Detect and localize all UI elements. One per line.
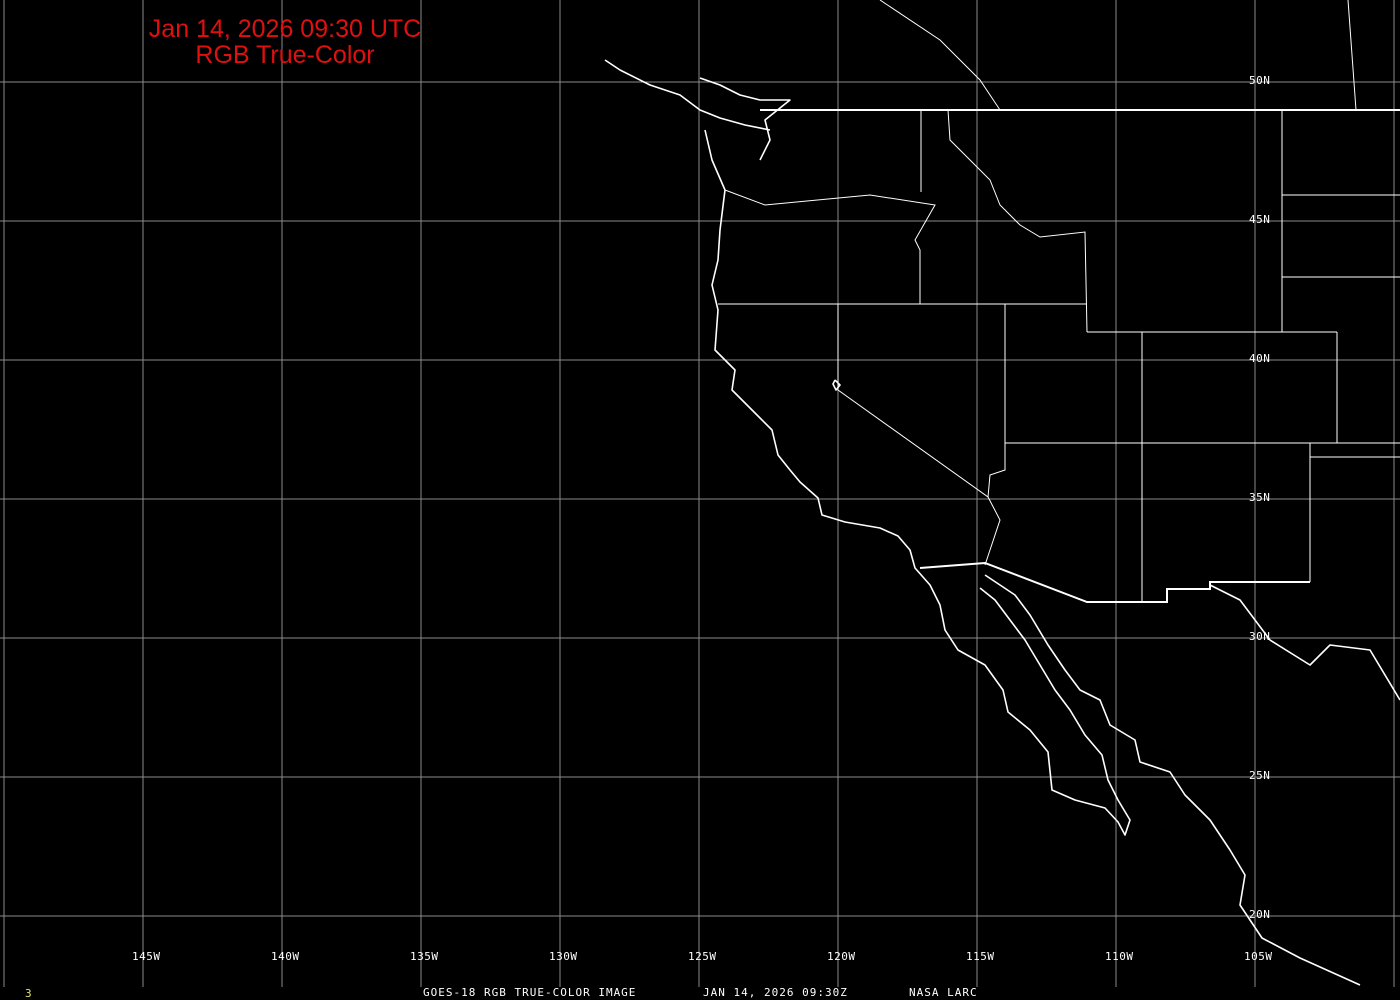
nevada-utah-border	[987, 304, 1006, 498]
california-nevada-border	[837, 304, 1001, 566]
latitude-label: 25N	[1249, 769, 1271, 782]
longitude-label: 140W	[271, 950, 300, 963]
lake-tahoe	[832, 379, 841, 391]
longitude-label: 120W	[827, 950, 856, 963]
map-title-datetime: Jan 14, 2026 09:30 UTC	[148, 15, 422, 43]
caption-datetime: JAN 14, 2026 09:30Z	[703, 986, 848, 999]
caption-source: NASA LARC	[909, 986, 978, 999]
latitude-label: 30N	[1249, 630, 1271, 643]
latitude-label: 35N	[1249, 491, 1271, 504]
longitude-label: 115W	[966, 950, 995, 963]
coastlines	[604, 59, 1400, 986]
longitude-label: 125W	[688, 950, 717, 963]
alberta-saskatchewan-border	[1347, 0, 1357, 111]
idaho-montana-border	[947, 109, 1088, 333]
latitude-label: 20N	[1249, 908, 1271, 921]
longitude-label: 110W	[1105, 950, 1134, 963]
latitude-label: 50N	[1249, 74, 1271, 87]
longitude-label: 130W	[549, 950, 578, 963]
vancouver-island-coast	[604, 59, 771, 131]
mexico-gulf-coast	[1209, 584, 1400, 701]
political-borders	[718, 0, 1400, 603]
frame-number: 3	[25, 987, 32, 1000]
washington-oregon-border	[724, 189, 936, 304]
puget-sound-coast	[699, 77, 791, 161]
longitude-label: 145W	[132, 950, 161, 963]
longitude-label: 135W	[410, 950, 439, 963]
pacific-coast	[704, 129, 1131, 836]
latitude-label: 45N	[1249, 213, 1271, 226]
latitude-label: 40N	[1249, 352, 1271, 365]
longitude-label: 105W	[1244, 950, 1273, 963]
bc-alberta-border	[879, 0, 1001, 111]
us-mexico-border	[919, 561, 1310, 603]
map-title-product: RGB True-Color	[195, 41, 375, 69]
gulf-of-california-east-coast	[984, 574, 1361, 986]
caption-product: GOES-18 RGB TRUE-COLOR IMAGE	[423, 986, 637, 999]
